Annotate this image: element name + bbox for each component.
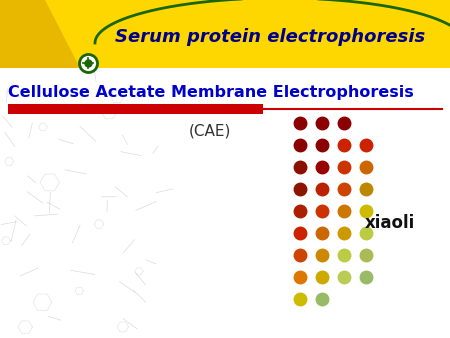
Bar — [0, 0, 450, 68]
Bar — [8, 104, 263, 114]
Text: Serum protein electrophoresis: Serum protein electrophoresis — [115, 28, 425, 46]
Text: xiaoli: xiaoli — [365, 214, 415, 232]
Polygon shape — [0, 0, 80, 68]
Text: (CAE): (CAE) — [189, 123, 231, 139]
Text: Cellulose Acetate Membrane Electrophoresis: Cellulose Acetate Membrane Electrophores… — [8, 86, 414, 100]
